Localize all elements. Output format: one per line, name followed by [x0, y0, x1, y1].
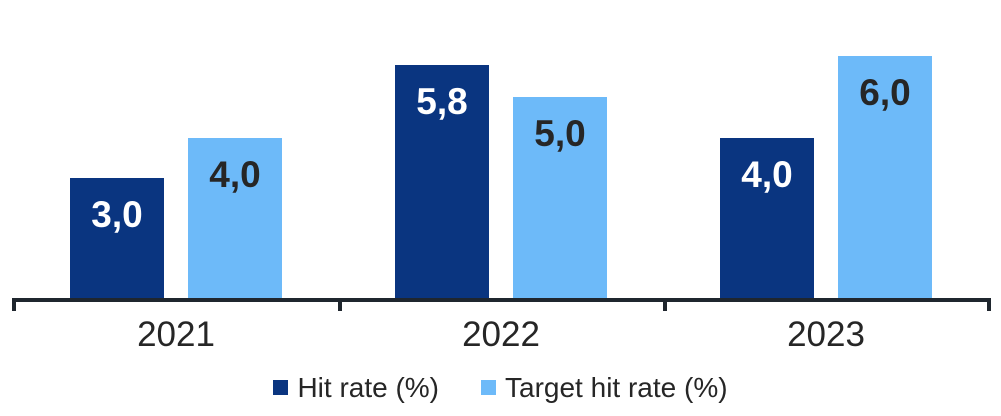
- legend-label-target-hit-rate: Target hit rate (%): [505, 372, 728, 403]
- bar-target-hit-rate-2022: 5,0: [513, 97, 607, 300]
- x-axis-label-2021: 2021: [137, 315, 215, 354]
- bar-hit-rate-2023: 4,0: [720, 138, 814, 300]
- legend: Hit rate (%) Target hit rate (%): [0, 371, 1001, 405]
- bar-target-hit-rate-2023: 6,0: [838, 56, 932, 300]
- x-axis-tick-2: [663, 298, 667, 311]
- x-axis-line: [12, 298, 989, 302]
- x-axis-tick-0: [12, 298, 16, 311]
- bar-value-label-target-hit-rate-2021: 4,0: [209, 154, 261, 195]
- x-axis-label-2022: 2022: [462, 315, 540, 354]
- x-axis-tick-3: [987, 298, 991, 311]
- x-axis-label-2023: 2023: [787, 315, 865, 354]
- bar-value-label-target-hit-rate-2022: 5,0: [534, 113, 586, 154]
- legend-item-hit-rate: Hit rate (%): [273, 371, 439, 405]
- legend-label-hit-rate: Hit rate (%): [297, 372, 440, 403]
- bar-value-label-hit-rate-2023: 4,0: [741, 154, 793, 195]
- bar-value-label-hit-rate-2022: 5,8: [416, 81, 468, 122]
- bar-hit-rate-2022: 5,8: [395, 65, 489, 300]
- bar-value-label-target-hit-rate-2023: 6,0: [859, 72, 911, 113]
- legend-item-target-hit-rate: Target hit rate (%): [481, 371, 728, 405]
- bar-value-label-hit-rate-2021: 3,0: [91, 194, 143, 235]
- bar-target-hit-rate-2021: 4,0: [188, 138, 282, 300]
- legend-swatch-target-hit-rate: [481, 380, 497, 396]
- bar-hit-rate-2021: 3,0: [70, 178, 164, 300]
- legend-swatch-hit-rate: [273, 380, 289, 396]
- x-axis-tick-1: [338, 298, 342, 311]
